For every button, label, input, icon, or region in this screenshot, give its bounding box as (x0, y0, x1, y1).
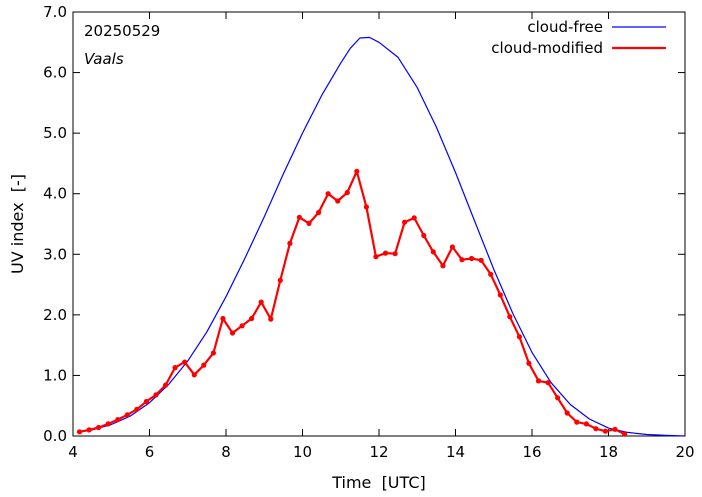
x-tick-label: 10 (293, 443, 312, 461)
data-point-cloud-modified (622, 431, 628, 437)
y-tick-label: 6.0 (43, 64, 67, 82)
legend: cloud-free cloud-modified (491, 18, 666, 57)
data-point-cloud-modified (449, 244, 455, 250)
y-tick-label: 4.0 (43, 185, 67, 203)
x-tick-label: 12 (369, 443, 388, 461)
data-point-cloud-modified (124, 412, 130, 418)
x-tick-label: 14 (446, 443, 465, 461)
data-point-cloud-modified (306, 220, 312, 226)
data-point-cloud-modified (574, 419, 580, 425)
data-point-cloud-modified (258, 299, 264, 305)
data-point-cloud-modified (316, 209, 322, 216)
data-point-cloud-modified (526, 360, 532, 366)
data-point-cloud-modified (459, 257, 465, 263)
data-point-cloud-modified (172, 365, 178, 371)
x-tick-label: 18 (599, 443, 618, 461)
x-axis-title: Time [UTC] (331, 473, 426, 492)
legend-label-cloud-modified: cloud-modified (491, 39, 603, 57)
data-point-cloud-modified (268, 316, 274, 322)
data-point-cloud-modified (210, 350, 216, 356)
data-point-cloud-modified (335, 198, 341, 204)
data-point-cloud-modified (564, 410, 570, 416)
axis-ticks: 4 6 8 10 12 14 16 18 20 0.0 1.0 2.0 3.0 4.0 5.0 6.0 7.0 (43, 3, 694, 461)
data-point-cloud-modified (344, 189, 350, 196)
plot-frame (72, 11, 686, 437)
data-point-cloud-modified (296, 214, 302, 220)
data-point-cloud-modified (497, 292, 503, 298)
x-tick-label: 4 (68, 443, 78, 461)
data-point-cloud-modified (373, 254, 379, 260)
data-point-cloud-modified (86, 427, 92, 433)
data-point-cloud-modified (287, 240, 293, 246)
x-tick-label: 6 (145, 443, 155, 461)
x-tick-label: 20 (675, 443, 694, 461)
y-axis-title: UV index [-] (8, 174, 27, 274)
data-point-cloud-modified (469, 255, 475, 262)
x-tick-label: 8 (221, 443, 231, 461)
data-point-cloud-modified (354, 168, 360, 174)
data-point-cloud-modified (555, 395, 561, 401)
data-point-cloud-modified (277, 277, 283, 283)
data-point-cloud-modified (612, 426, 618, 432)
data-point-cloud-modified (229, 330, 236, 336)
data-point-cloud-modified (478, 257, 484, 263)
data-point-cloud-modified (163, 382, 169, 388)
y-tick-label: 0.0 (43, 427, 67, 445)
data-point-cloud-modified (602, 428, 609, 434)
data-point-cloud-modified (593, 426, 599, 432)
data-point-cloud-modified (220, 315, 226, 322)
data-point-cloud-modified (76, 429, 83, 435)
data-point-cloud-modified (143, 398, 149, 405)
data-point-cloud-modified (105, 421, 111, 427)
data-point-cloud-modified (382, 250, 389, 256)
y-tick-label: 3.0 (43, 245, 67, 263)
y-tick-label: 1.0 (43, 366, 67, 384)
series-line-cloud-modified (79, 170, 626, 436)
data-point-cloud-modified (545, 380, 551, 386)
data-point-cloud-modified (430, 249, 436, 255)
data-point-cloud-modified (182, 359, 188, 365)
data-point-cloud-modified (516, 334, 523, 340)
data-point-cloud-modified (363, 204, 369, 210)
data-point-cloud-modified (535, 378, 542, 384)
data-point-cloud-modified (402, 219, 408, 225)
data-point-cloud-modified (325, 191, 331, 197)
data-point-cloud-modified (507, 314, 513, 320)
data-point-cloud-modified (134, 406, 140, 412)
data-point-cloud-modified (583, 421, 589, 427)
data-point-cloud-modified (239, 323, 245, 329)
data-point-cloud-modified (488, 271, 494, 277)
data-point-cloud-modified (153, 392, 159, 398)
y-tick-label: 2.0 (43, 306, 67, 324)
location-annotation: Vaals (84, 50, 124, 68)
data-point-cloud-modified (191, 372, 197, 378)
data-point-cloud-modified (249, 315, 255, 322)
data-point-cloud-modified (115, 417, 121, 423)
data-point-cloud-modified (392, 251, 398, 257)
data-point-cloud-modified (421, 232, 427, 239)
data-point-cloud-modified (411, 215, 417, 221)
series-layer (76, 36, 686, 437)
data-point-cloud-modified (96, 424, 102, 431)
legend-label-cloud-free: cloud-free (527, 18, 603, 36)
y-tick-label: 5.0 (43, 124, 67, 142)
data-point-cloud-modified (440, 263, 446, 269)
series-line-cloud-free (80, 36, 686, 437)
date-annotation: 20250529 (84, 22, 160, 40)
x-tick-label: 16 (522, 443, 541, 461)
y-tick-label: 7.0 (43, 3, 67, 21)
data-point-cloud-modified (201, 362, 207, 368)
